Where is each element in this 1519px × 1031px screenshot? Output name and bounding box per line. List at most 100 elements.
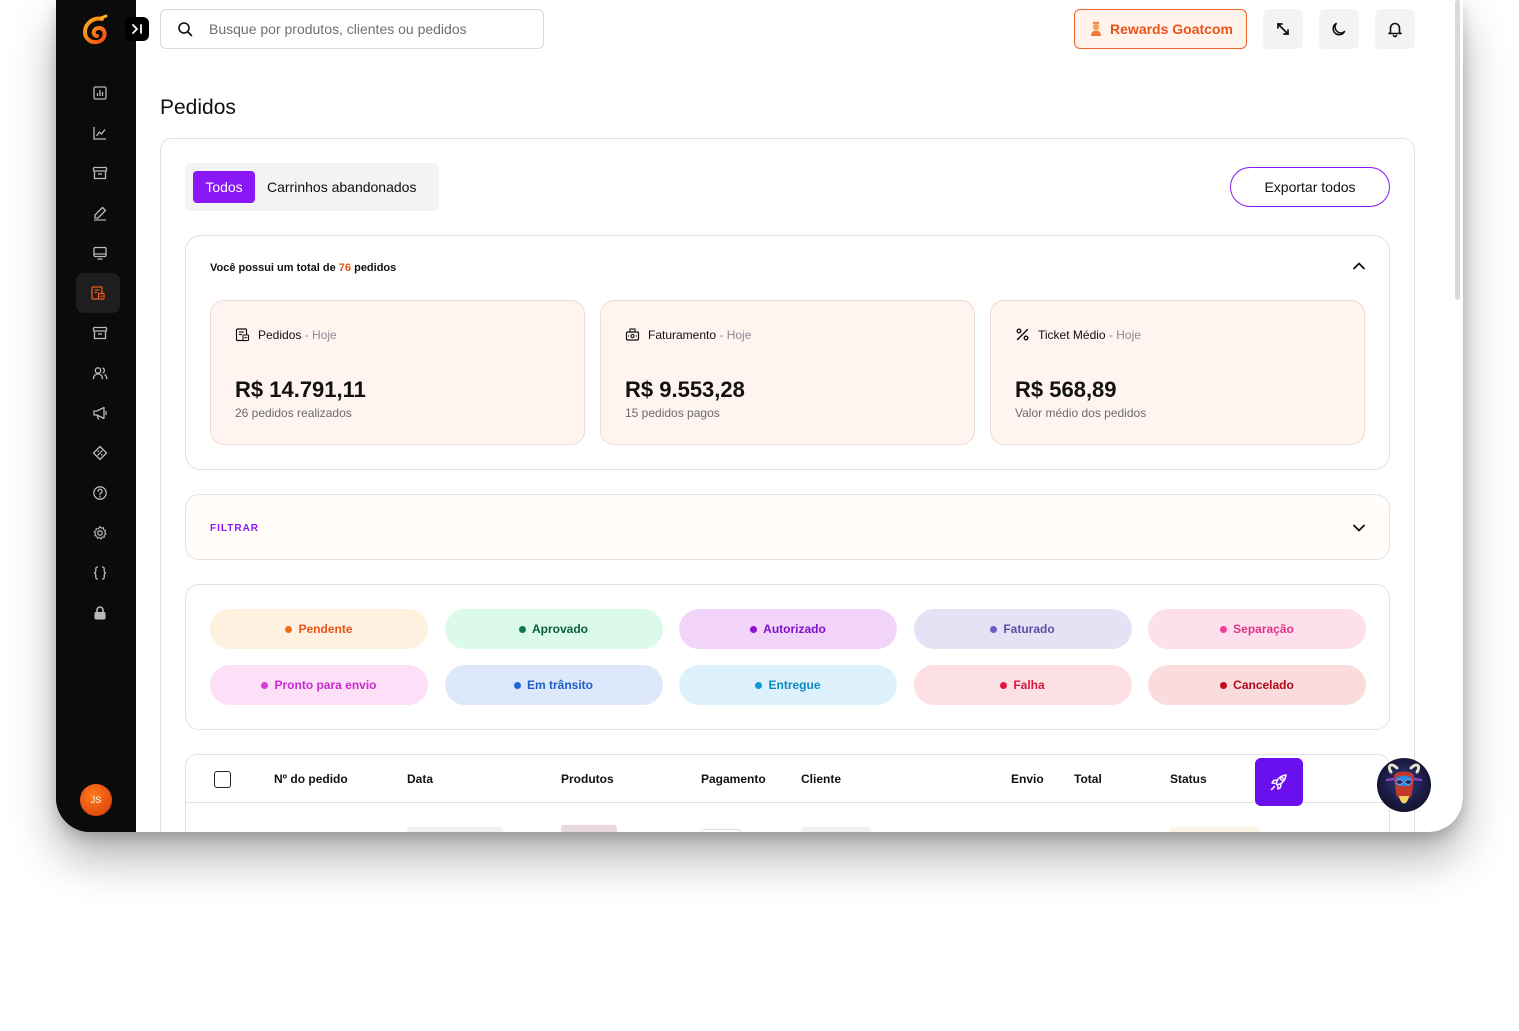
- table-row-placeholder: [407, 827, 503, 832]
- status-dot: [755, 681, 763, 689]
- status-dot: [518, 625, 526, 633]
- chevron-up-icon[interactable]: [1351, 258, 1367, 274]
- stat-head: Faturamento - Hoje: [625, 327, 751, 342]
- stat-period: - Hoje: [1108, 327, 1141, 342]
- stat-period: - Hoje: [719, 327, 752, 342]
- sidebar-item-code[interactable]: [80, 553, 120, 593]
- rewards-label: Rewards Goatcom: [1110, 21, 1233, 37]
- sidebar-item-settings[interactable]: [80, 513, 120, 553]
- status-label: Cancelado: [1233, 678, 1294, 692]
- notifications-button[interactable]: [1375, 9, 1415, 49]
- filter-label: FILTRAR: [210, 523, 260, 534]
- column-shipping[interactable]: Envio: [1011, 772, 1044, 786]
- goatcom-logo[interactable]: [80, 14, 112, 46]
- box-icon: [92, 326, 108, 340]
- search-input[interactable]: Busque por produtos, clientes ou pedidos: [209, 21, 467, 37]
- status-filter-aprovado[interactable]: Aprovado: [444, 609, 663, 649]
- sidebar-item-store[interactable]: [80, 233, 120, 273]
- tab-all[interactable]: Todos: [193, 171, 255, 203]
- stat-description: Valor médio dos pedidos: [1015, 406, 1147, 420]
- stat-head: Pedidos - Hoje: [235, 327, 337, 342]
- column-status[interactable]: Status: [1170, 772, 1207, 786]
- sidebar-item-help[interactable]: [80, 473, 120, 513]
- status-filter-em-transito[interactable]: Em trânsito: [444, 665, 663, 705]
- collapse-sidebar-button[interactable]: [125, 17, 149, 41]
- scrollbar[interactable]: [1455, 0, 1460, 300]
- moon-icon: [1332, 22, 1346, 36]
- order-tabs: Todos Carrinhos abandonados: [185, 163, 439, 211]
- column-products[interactable]: Produtos: [561, 772, 614, 786]
- status-dot: [750, 625, 758, 633]
- stat-head: Ticket Médio - Hoje: [1015, 327, 1141, 342]
- rocket-icon: [1270, 774, 1287, 791]
- percent-icon: [1016, 328, 1029, 341]
- export-all-button[interactable]: Exportar todos: [1230, 167, 1390, 207]
- stat-period: - Hoje: [304, 327, 337, 342]
- users-icon: [92, 367, 108, 380]
- status-label: Pendente: [298, 622, 353, 636]
- tab-abandoned-carts[interactable]: Carrinhos abandonados: [267, 179, 417, 195]
- orders-icon: [235, 328, 250, 342]
- search-box[interactable]: Busque por produtos, clientes ou pedidos: [160, 9, 544, 49]
- status-filter-cancelado[interactable]: Cancelado: [1148, 665, 1366, 705]
- fullscreen-button[interactable]: [1263, 9, 1303, 49]
- sidebar-item-lock[interactable]: [80, 593, 120, 633]
- help-icon: [93, 486, 107, 500]
- collapse-icon: [132, 24, 142, 34]
- status-label: Aprovado: [531, 622, 588, 636]
- cash-register-icon: [625, 328, 640, 341]
- pencil-icon: [94, 206, 107, 221]
- stat-title: Faturamento: [648, 327, 717, 342]
- avatar[interactable]: JS: [80, 784, 112, 816]
- status-dot: [1000, 681, 1008, 689]
- status-filter-separacao[interactable]: Separação: [1148, 609, 1366, 649]
- sidebar-item-coupons[interactable]: [80, 433, 120, 473]
- chevron-down-icon[interactable]: [1351, 520, 1367, 536]
- status-filter-pronto-para-envio[interactable]: Pronto para envio: [210, 665, 428, 705]
- sidebar-item-customers[interactable]: [80, 353, 120, 393]
- sidebar-item-edit[interactable]: [80, 193, 120, 233]
- quick-launch-button[interactable]: [1255, 758, 1303, 806]
- status-dot: [513, 681, 521, 689]
- column-customer[interactable]: Cliente: [801, 772, 842, 786]
- customer-placeholder: [801, 827, 871, 832]
- line-chart-icon: [93, 127, 106, 140]
- sidebar-item-inventory[interactable]: [80, 313, 120, 353]
- summary-suffix: pedidos: [354, 262, 397, 274]
- sidebar-item-orders[interactable]: [76, 273, 120, 313]
- sidebar-item-marketing[interactable]: [80, 393, 120, 433]
- bell-icon: [1388, 22, 1402, 38]
- rewards-button[interactable]: Rewards Goatcom: [1074, 9, 1247, 49]
- status-filter-autorizado[interactable]: Autorizado: [679, 609, 897, 649]
- search-icon: [178, 22, 193, 37]
- payment-placeholder: [701, 829, 741, 832]
- product-thumbnail: [561, 825, 617, 832]
- sidebar: JS: [56, 0, 136, 832]
- column-date[interactable]: Data: [407, 772, 434, 786]
- sidebar-item-products[interactable]: [80, 153, 120, 193]
- column-payment[interactable]: Pagamento: [701, 772, 766, 786]
- status-filter-pendente[interactable]: Pendente: [210, 609, 428, 649]
- goat-assistant-avatar[interactable]: [1377, 758, 1431, 812]
- summary-text: Você possui um total de 76 pedidos: [210, 262, 396, 274]
- summary-prefix: Você possui um total de: [210, 262, 336, 274]
- stat-title: Pedidos: [258, 327, 302, 342]
- status-label: Separação: [1233, 622, 1294, 636]
- expand-icon: [1277, 23, 1289, 35]
- status-filter-entregue[interactable]: Entregue: [679, 665, 897, 705]
- status-filter-panel: Pendente Aprovado Autorizado Faturado Separa…: [185, 584, 1390, 730]
- theme-toggle-button[interactable]: [1319, 9, 1359, 49]
- stat-value: R$ 568,89: [1015, 377, 1117, 402]
- column-order-number[interactable]: Nº do pedido: [274, 772, 348, 786]
- stat-card-orders: Pedidos - Hoje R$ 14.791,11 26 pedidos r…: [210, 300, 585, 445]
- rewards-icon: [1091, 21, 1102, 36]
- sidebar-item-analytics[interactable]: [80, 113, 120, 153]
- status-label: Faturado: [1003, 622, 1055, 636]
- status-filter-falha[interactable]: Falha: [913, 665, 1132, 705]
- status-filter-faturado[interactable]: Faturado: [913, 609, 1132, 649]
- sidebar-item-dashboard[interactable]: [80, 73, 120, 113]
- select-all-checkbox[interactable]: [214, 771, 231, 788]
- goat-mascot-icon: [1385, 763, 1423, 804]
- column-total[interactable]: Total: [1074, 772, 1102, 786]
- filter-panel[interactable]: FILTRAR: [185, 494, 1390, 560]
